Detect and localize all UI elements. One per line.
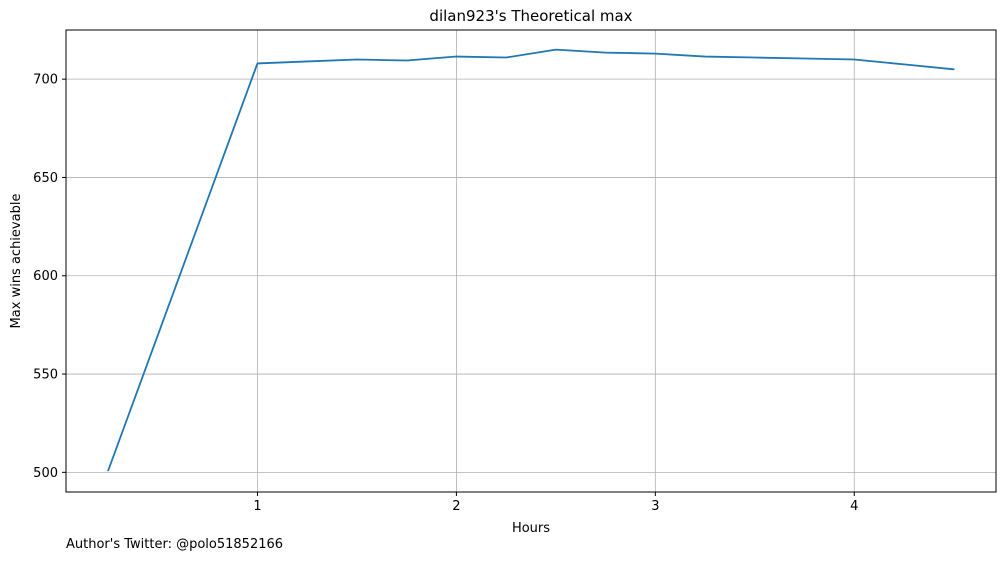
series-layer [108, 50, 953, 471]
x-axis-label: Hours [512, 521, 550, 536]
x-tick-label: 4 [850, 499, 858, 514]
author-twitter-note: Author's Twitter: @polo51852166 [66, 537, 283, 552]
y-tick-label: 500 [33, 466, 58, 481]
y-tick-label: 550 [33, 368, 58, 383]
chart-title: dilan923's Theoretical max [429, 7, 632, 25]
series-line [108, 50, 953, 471]
plot-area-frame [66, 30, 996, 492]
x-tick-label: 3 [651, 499, 659, 514]
y-tick-label: 650 [33, 171, 58, 186]
y-tick-label: 700 [33, 73, 58, 88]
y-axis-label: Max wins achievable [9, 194, 24, 329]
x-tick-label: 2 [452, 499, 460, 514]
grid-lines [66, 30, 996, 492]
x-tick-label: 1 [253, 499, 261, 514]
tick-layer: 1 2 3 4 500 550 600 650 700 [33, 73, 858, 514]
y-tick-label: 600 [33, 269, 58, 284]
